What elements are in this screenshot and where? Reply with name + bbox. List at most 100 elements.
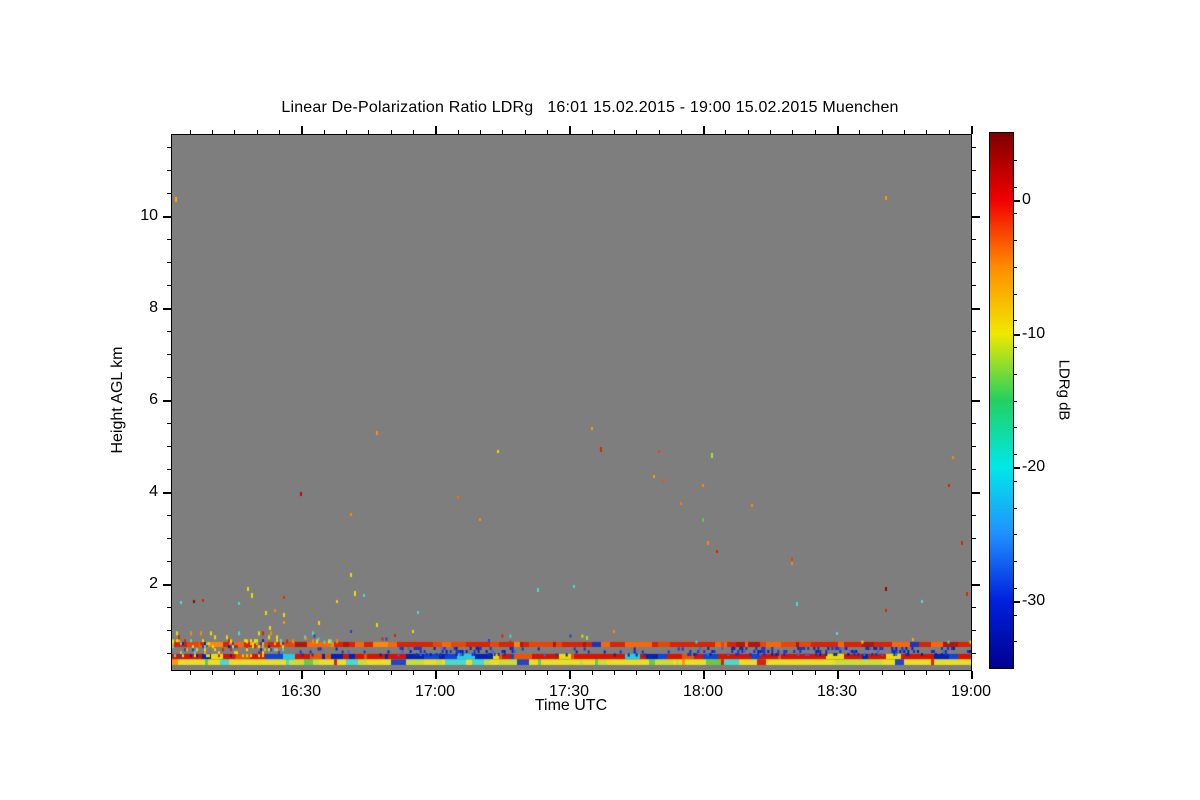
- x-minor-tick: [636, 671, 637, 675]
- colorbar-minor-tick: [1014, 401, 1017, 402]
- colorbar-major-tick: [1014, 200, 1020, 202]
- x-tick-label: 18:00: [682, 683, 724, 700]
- y-minor-tick: [167, 446, 171, 447]
- x-major-tick: [703, 126, 705, 134]
- x-minor-tick: [815, 671, 816, 675]
- x-major-tick: [435, 671, 437, 679]
- x-major-tick: [435, 126, 437, 134]
- colorbar-minor-tick: [1014, 267, 1017, 268]
- x-minor-tick: [659, 671, 660, 675]
- x-minor-tick: [770, 130, 771, 134]
- chart-title: Linear De-Polarization Ratio LDRg 16:01 …: [281, 99, 899, 116]
- x-minor-tick: [391, 130, 392, 134]
- x-minor-tick: [458, 671, 459, 675]
- y-minor-tick: [167, 653, 171, 654]
- x-major-tick: [569, 126, 571, 134]
- y-minor-tick: [972, 561, 976, 562]
- colorbar-major-tick: [1014, 334, 1020, 336]
- y-major-tick: [972, 400, 980, 402]
- colorbar-minor-tick: [1014, 320, 1017, 321]
- colorbar-major-tick: [1014, 467, 1020, 469]
- x-minor-tick: [636, 130, 637, 134]
- colorbar-minor-tick: [1014, 641, 1017, 642]
- x-minor-tick: [212, 130, 213, 134]
- y-major-tick: [163, 216, 171, 218]
- y-minor-tick: [972, 469, 976, 470]
- x-minor-tick: [257, 671, 258, 675]
- x-minor-tick: [792, 671, 793, 675]
- y-minor-tick: [167, 193, 171, 194]
- x-minor-tick: [859, 671, 860, 675]
- x-minor-tick: [525, 671, 526, 675]
- colorbar-minor-tick: [1014, 508, 1017, 509]
- x-minor-tick: [190, 130, 191, 134]
- x-minor-tick: [502, 130, 503, 134]
- colorbar-gradient: [990, 133, 1013, 668]
- x-major-tick: [837, 671, 839, 679]
- x-minor-tick: [770, 671, 771, 675]
- colorbar-tick-label: -20: [1022, 458, 1046, 475]
- x-minor-tick: [547, 130, 548, 134]
- y-minor-tick: [167, 354, 171, 355]
- x-minor-tick: [547, 671, 548, 675]
- x-minor-tick: [882, 671, 883, 675]
- y-tick-label: 4: [149, 483, 158, 500]
- x-major-tick: [569, 671, 571, 679]
- colorbar-minor-tick: [1014, 534, 1017, 535]
- y-minor-tick: [972, 239, 976, 240]
- y-minor-tick: [167, 239, 171, 240]
- x-minor-tick: [748, 130, 749, 134]
- x-minor-tick: [234, 671, 235, 675]
- colorbar-minor-tick: [1014, 454, 1017, 455]
- x-minor-tick: [926, 671, 927, 675]
- x-minor-tick: [346, 671, 347, 675]
- x-major-tick: [301, 126, 303, 134]
- y-major-tick: [163, 492, 171, 494]
- x-minor-tick: [279, 130, 280, 134]
- colorbar-minor-tick: [1014, 294, 1017, 295]
- y-minor-tick: [972, 630, 976, 631]
- y-major-tick: [163, 584, 171, 586]
- x-minor-tick: [458, 130, 459, 134]
- x-tick-label: 16:30: [280, 683, 322, 700]
- colorbar-major-tick: [1014, 601, 1020, 603]
- colorbar-minor-tick: [1014, 240, 1017, 241]
- colorbar-minor-tick: [1014, 374, 1017, 375]
- x-tick-label: 17:30: [548, 683, 590, 700]
- x-minor-tick: [725, 130, 726, 134]
- y-minor-tick: [972, 423, 976, 424]
- x-minor-tick: [525, 130, 526, 134]
- y-minor-tick: [972, 170, 976, 171]
- y-major-tick: [972, 216, 980, 218]
- colorbar-tick-label: 0: [1022, 191, 1031, 208]
- x-tick-label: 18:30: [816, 683, 858, 700]
- x-minor-tick: [859, 130, 860, 134]
- y-minor-tick: [167, 170, 171, 171]
- x-minor-tick: [681, 130, 682, 134]
- x-major-tick: [837, 126, 839, 134]
- x-minor-tick: [592, 130, 593, 134]
- y-minor-tick: [972, 193, 976, 194]
- y-minor-tick: [972, 538, 976, 539]
- y-minor-tick: [167, 469, 171, 470]
- y-major-tick: [972, 492, 980, 494]
- y-minor-tick: [972, 607, 976, 608]
- y-minor-tick: [972, 331, 976, 332]
- x-minor-tick: [725, 671, 726, 675]
- colorbar-minor-tick: [1014, 187, 1017, 188]
- y-major-tick: [163, 308, 171, 310]
- x-minor-tick: [904, 130, 905, 134]
- y-minor-tick: [972, 285, 976, 286]
- x-major-tick: [971, 671, 973, 679]
- x-minor-tick: [748, 671, 749, 675]
- x-minor-tick: [413, 130, 414, 134]
- y-minor-tick: [972, 515, 976, 516]
- y-major-tick: [163, 400, 171, 402]
- colorbar-title: LDRg dB: [1055, 359, 1073, 421]
- y-minor-tick: [167, 285, 171, 286]
- x-minor-tick: [234, 130, 235, 134]
- x-minor-tick: [926, 130, 927, 134]
- y-minor-tick: [972, 446, 976, 447]
- y-minor-tick: [972, 147, 976, 148]
- y-minor-tick: [167, 423, 171, 424]
